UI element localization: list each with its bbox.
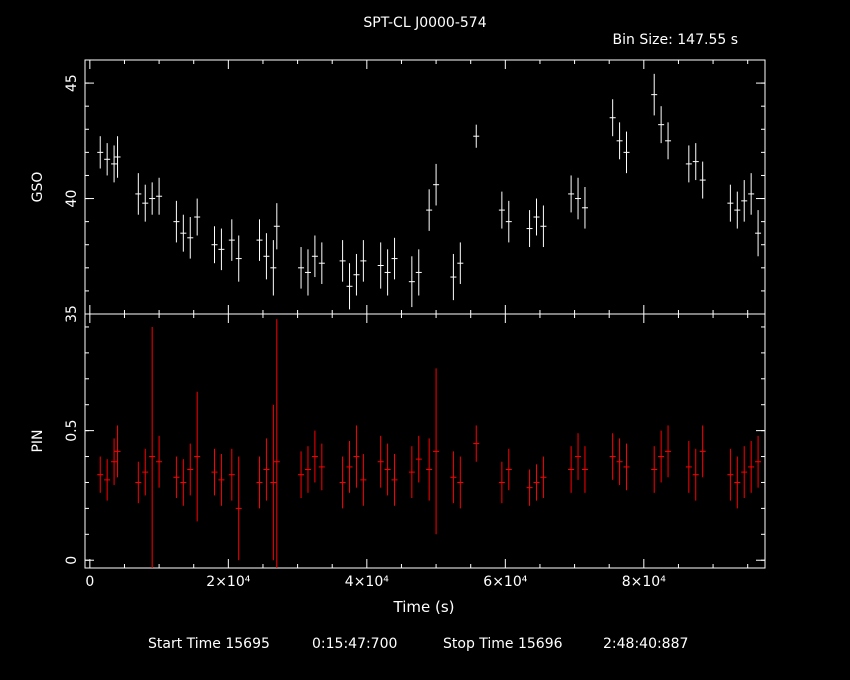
gso-axis-label: GSO — [30, 172, 46, 203]
x-tick-label: 0 — [85, 574, 94, 590]
x-tick-label: 2×10⁴ — [206, 574, 250, 590]
gso-ytick-label: 45 — [64, 74, 80, 92]
pin-axis-ticks: 0 0.5 0 2×10⁴ 4×10⁴ 6×10⁴ 8×10⁴ — [64, 314, 765, 590]
start-time-value: 0:15:47:700 — [312, 636, 398, 652]
pin-frame — [84, 313, 766, 569]
chart-title: SPT-CL J0000-574 — [363, 15, 486, 31]
stop-time-label: Stop Time 15696 — [443, 636, 563, 652]
x-tick-label: 4×10⁴ — [345, 574, 389, 590]
stop-time-value: 2:48:40:887 — [603, 636, 689, 652]
pin-axis-label: PIN — [30, 429, 46, 452]
x-tick-label: 6×10⁴ — [483, 574, 527, 590]
gso-ytick-label: 35 — [64, 305, 80, 323]
bin-size-label: Bin Size: 147.55 s — [613, 32, 738, 48]
gso-ytick-label: 40 — [64, 190, 80, 208]
gso-series — [97, 73, 762, 310]
start-time-label: Start Time 15695 — [148, 636, 270, 652]
x-tick-label: 8×10⁴ — [622, 574, 666, 590]
x-axis-label: Time (s) — [393, 598, 455, 616]
pin-series — [97, 319, 762, 568]
gso-panel: 35 40 45 GSO — [30, 59, 766, 323]
pin-panel: 0 0.5 0 2×10⁴ 4×10⁴ 6×10⁴ 8×10⁴ PIN — [30, 313, 766, 590]
pin-ytick-label: 0 — [64, 556, 80, 565]
pin-ytick-label: 0.5 — [64, 419, 80, 441]
